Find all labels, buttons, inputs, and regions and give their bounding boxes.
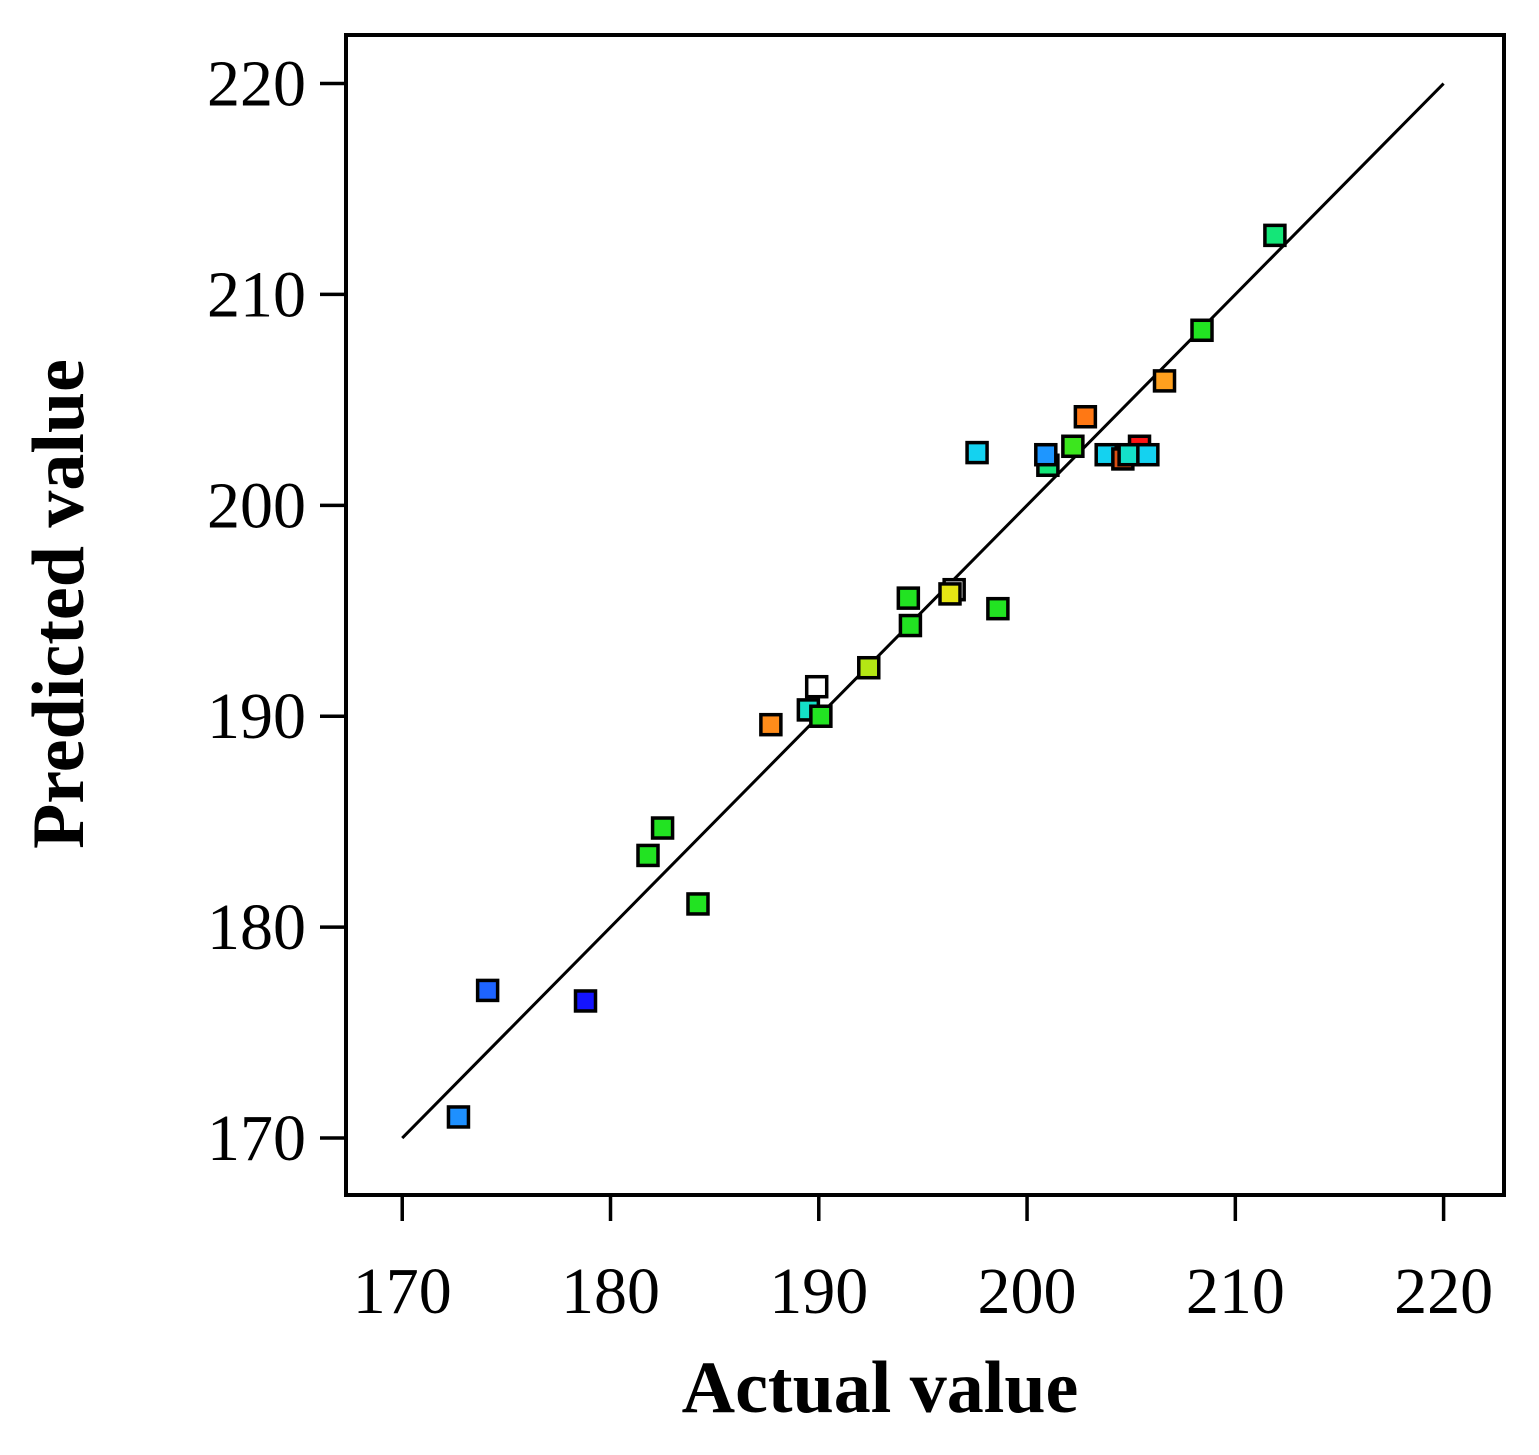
y-tick-label: 190 [207, 680, 306, 753]
y-tick-label: 210 [207, 258, 306, 331]
x-tick-label: 170 [353, 1255, 452, 1328]
x-tick-label: 180 [561, 1255, 660, 1328]
data-point [804, 674, 829, 699]
data-point [809, 704, 833, 728]
y-tick-label: 220 [207, 48, 306, 121]
data-point [1190, 318, 1214, 343]
data-point [1073, 404, 1098, 429]
data-point [1136, 442, 1160, 467]
y-tick-label: 170 [207, 1102, 306, 1175]
y-tick-label: 180 [207, 891, 306, 964]
plot-frame [344, 33, 1506, 1197]
data-point [759, 712, 783, 737]
data-point [965, 440, 989, 465]
reference-line [401, 82, 1445, 1140]
data-point [1061, 434, 1085, 459]
data-point [857, 655, 881, 680]
x-axis-title: Actual value [682, 1347, 1079, 1429]
data-point [475, 978, 500, 1003]
data-point [636, 843, 660, 868]
y-axis: 170 180 190 200 210 220 [207, 48, 346, 1175]
data-point [938, 582, 962, 606]
y-tick-label: 200 [207, 469, 306, 542]
data-point [898, 613, 923, 638]
x-tick-label: 190 [769, 1255, 868, 1328]
data-point [573, 989, 598, 1013]
data-point [650, 816, 675, 840]
data-point [1152, 369, 1177, 393]
data-point [986, 596, 1010, 621]
data-point [896, 586, 921, 610]
y-axis-title: Predicted value [18, 359, 100, 849]
x-tick-label: 220 [1394, 1255, 1493, 1328]
data-point [1034, 442, 1058, 467]
x-tick-label: 200 [978, 1255, 1077, 1328]
x-tick-label: 210 [1186, 1255, 1285, 1328]
data-point [686, 892, 710, 916]
data-point [446, 1105, 471, 1129]
data-points [446, 223, 1287, 1129]
x-axis: 170 180 190 200 210 220 [353, 1195, 1493, 1328]
data-point [1263, 223, 1287, 248]
